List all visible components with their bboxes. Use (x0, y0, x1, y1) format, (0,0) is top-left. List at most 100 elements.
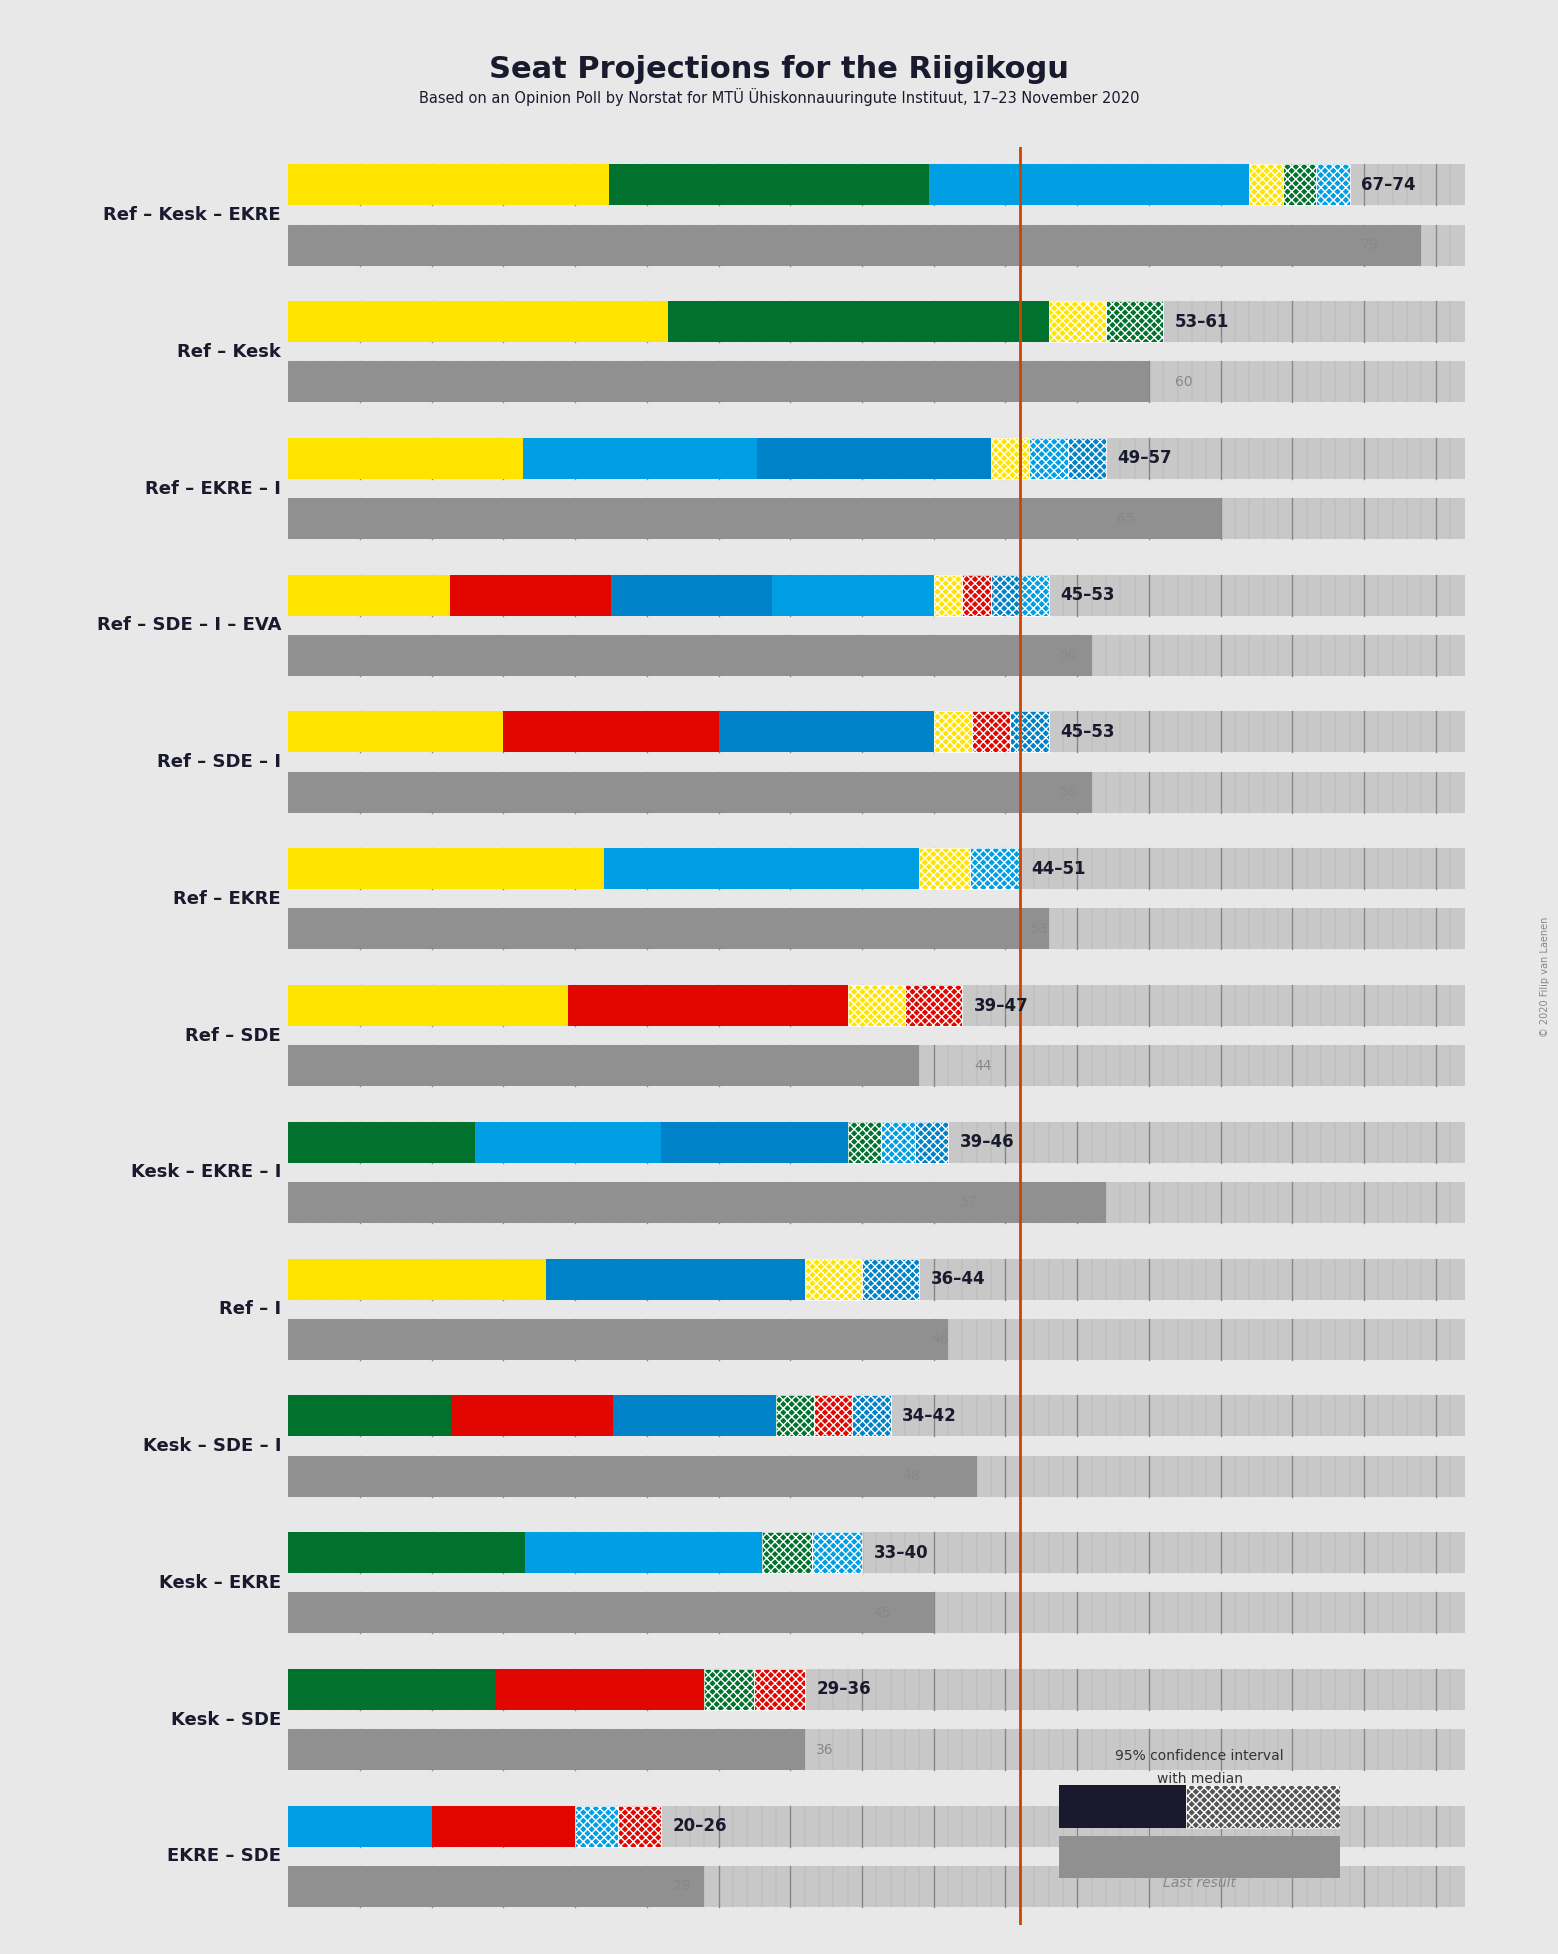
Text: Ref – Kesk: Ref – Kesk (178, 342, 280, 361)
Bar (862, 1258, 919, 1299)
Text: 79: 79 (1362, 238, 1379, 252)
Bar (288, 1729, 1465, 1770)
Text: 48: 48 (902, 1469, 919, 1483)
Text: 56: 56 (1059, 786, 1078, 799)
Text: 39–47: 39–47 (974, 997, 1028, 1014)
Bar (609, 164, 929, 205)
Bar (288, 848, 605, 889)
Text: 95% confidence interval: 95% confidence interval (1116, 1749, 1284, 1763)
Bar (1106, 301, 1164, 342)
Bar (288, 711, 1465, 752)
Text: Ref – EKRE – I: Ref – EKRE – I (145, 479, 280, 498)
Bar (848, 1122, 882, 1163)
Bar (450, 1395, 614, 1436)
Bar (288, 301, 668, 342)
Bar (718, 711, 933, 752)
Text: 67–74: 67–74 (1362, 176, 1416, 193)
Bar (848, 1122, 882, 1163)
Bar (919, 848, 969, 889)
Bar (288, 164, 1465, 205)
Bar (929, 164, 1250, 205)
Bar (497, 1669, 704, 1710)
Bar (933, 711, 972, 752)
Bar (288, 361, 1148, 403)
Bar (754, 1669, 804, 1710)
Bar (288, 225, 1421, 266)
Bar (288, 1669, 1465, 1710)
Bar (288, 574, 1465, 616)
Bar (619, 1805, 661, 1847)
Bar (288, 1866, 704, 1907)
Text: 36–44: 36–44 (930, 1270, 986, 1288)
Bar (1049, 301, 1106, 342)
Bar (288, 1805, 432, 1847)
Text: 20–26: 20–26 (673, 1817, 728, 1835)
Bar (575, 1805, 619, 1847)
Bar (288, 301, 1465, 342)
Bar (991, 574, 1020, 616)
Text: Ref – Kesk – EKRE: Ref – Kesk – EKRE (103, 205, 280, 225)
Bar (569, 985, 848, 1026)
Bar (776, 1395, 815, 1436)
Bar (288, 438, 1465, 479)
Bar (288, 1182, 1465, 1223)
Bar (905, 985, 963, 1026)
Bar (288, 1045, 919, 1086)
Bar (1020, 574, 1049, 616)
Bar (1030, 438, 1067, 479)
Bar (848, 985, 905, 1026)
Text: with median: with median (1156, 1772, 1243, 1786)
Text: EKRE – SDE: EKRE – SDE (167, 1847, 280, 1866)
Bar (450, 574, 611, 616)
Text: 45–53: 45–53 (1059, 723, 1114, 741)
Bar (1250, 164, 1282, 205)
Bar (754, 1669, 804, 1710)
Text: Ref – SDE: Ref – SDE (185, 1026, 280, 1045)
Bar (288, 164, 609, 205)
Text: 53: 53 (1031, 922, 1049, 936)
Bar (815, 1395, 852, 1436)
Bar (288, 985, 569, 1026)
Text: Ref – SDE – I: Ref – SDE – I (157, 752, 280, 772)
Bar (969, 848, 1020, 889)
Bar (1049, 301, 1106, 342)
Bar (288, 1122, 1465, 1163)
Bar (288, 498, 1465, 539)
Bar (1067, 438, 1106, 479)
Bar (933, 574, 963, 616)
Bar (1106, 301, 1164, 342)
Bar (963, 574, 991, 616)
Text: Kesk – SDE: Kesk – SDE (171, 1710, 280, 1729)
Bar (1317, 164, 1349, 205)
Bar (1186, 1786, 1340, 1827)
Bar (503, 711, 718, 752)
Bar (475, 1122, 661, 1163)
Bar (288, 1258, 547, 1299)
Text: 29: 29 (673, 1880, 690, 1893)
Bar (933, 711, 972, 752)
Text: 57: 57 (960, 1196, 977, 1210)
Bar (288, 1456, 1465, 1497)
Bar (661, 1122, 848, 1163)
Bar (288, 772, 1092, 813)
Bar (611, 574, 773, 616)
Text: Kesk – EKRE: Kesk – EKRE (159, 1573, 280, 1593)
Bar (757, 438, 991, 479)
Bar (522, 438, 757, 479)
Bar (704, 1669, 754, 1710)
Bar (776, 1395, 815, 1436)
Text: 33–40: 33–40 (874, 1544, 929, 1561)
Bar (882, 1122, 915, 1163)
Bar (668, 301, 1049, 342)
Bar (1282, 164, 1317, 205)
Bar (288, 1456, 977, 1497)
Text: 36: 36 (816, 1743, 834, 1757)
Bar (1010, 711, 1049, 752)
Bar (288, 909, 1465, 950)
Bar (762, 1532, 812, 1573)
Bar (812, 1532, 862, 1573)
Bar (991, 574, 1020, 616)
Bar (972, 711, 1010, 752)
Bar (288, 848, 1465, 889)
Bar (919, 848, 969, 889)
